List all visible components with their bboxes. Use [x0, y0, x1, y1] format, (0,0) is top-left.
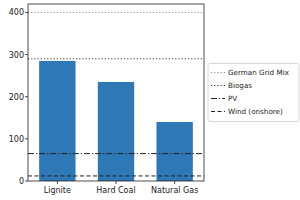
x-tick-label: Lignite	[44, 186, 71, 195]
y-tick	[25, 96, 28, 97]
chart: 0 100 200 300 400 Lignite Hard Coal Natural Gas…	[0, 0, 300, 200]
y-tick-label: 100	[9, 135, 24, 144]
legend-label: German Grid Mix	[228, 68, 290, 77]
reference-line	[28, 175, 204, 176]
legend-box	[208, 64, 299, 122]
legend-label: Wind (onshore)	[228, 107, 283, 116]
x-tick-label: Natural Gas	[151, 186, 198, 195]
y-tick-label: 200	[9, 93, 24, 102]
legend-label: Biogas	[228, 81, 252, 90]
x-tick	[57, 181, 58, 184]
legend-swatch	[211, 72, 225, 73]
x-tick	[174, 181, 175, 184]
y-tick	[25, 181, 28, 182]
y-tick	[25, 12, 28, 13]
plot-area	[28, 12, 204, 181]
y-tick-label: 400	[9, 8, 24, 17]
bar	[156, 122, 192, 181]
reference-line	[28, 58, 204, 59]
legend-swatch	[211, 85, 225, 86]
legend: German Grid Mix Biogas PV Wind (onshore)	[208, 64, 299, 122]
x-tick-label: Hard Coal	[96, 186, 135, 195]
y-tick-label: 0	[19, 177, 24, 186]
legend-swatch	[211, 111, 225, 112]
plot-frame	[28, 4, 204, 181]
bar	[98, 82, 134, 181]
bar	[39, 61, 75, 181]
y-tick	[25, 138, 28, 139]
legend-swatch	[211, 98, 225, 99]
x-tick	[116, 181, 117, 184]
chart-container: 0 100 200 300 400 Lignite Hard Coal Natural Gas…	[0, 0, 300, 200]
reference-line	[28, 153, 204, 154]
y-tick	[25, 54, 28, 55]
reference-line	[28, 12, 204, 13]
y-tick-label: 300	[9, 51, 24, 60]
legend-label: PV	[228, 94, 237, 103]
